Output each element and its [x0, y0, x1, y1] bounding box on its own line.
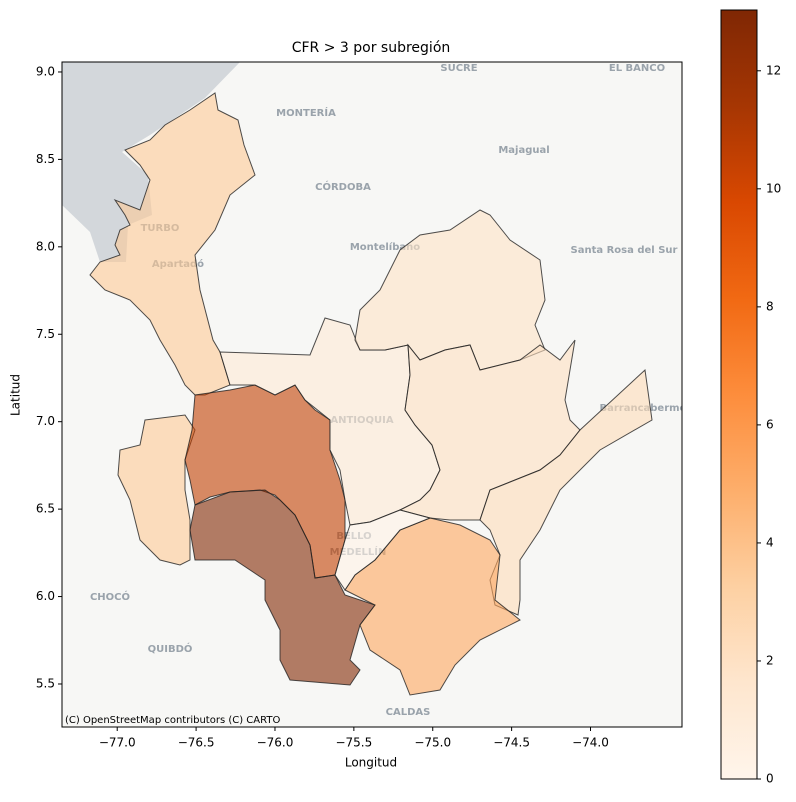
- basemap-label: CÓRDOBA: [315, 180, 371, 193]
- y-tick-label: 7.0: [36, 414, 55, 428]
- basemap-label: Majagual: [498, 145, 549, 156]
- y-tick-label: 6.0: [36, 589, 55, 603]
- sea: [62, 62, 240, 262]
- basemap-label: CALDAS: [386, 707, 431, 718]
- colorbar-tick-label: 2: [766, 653, 774, 667]
- basemap-label: MONTERÍA: [276, 106, 336, 119]
- colorbar-tick-label: 10: [766, 181, 781, 195]
- x-tick-label: −74.0: [572, 736, 609, 750]
- basemap-label: CHOCÓ: [90, 590, 130, 603]
- attribution: (C) OpenStreetMap contributors (C) CARTO: [65, 715, 280, 726]
- colorbar-tick-label: 12: [766, 63, 781, 77]
- basemap-label: EL BANCO: [609, 63, 665, 74]
- y-tick-label: 8.0: [36, 239, 55, 253]
- x-tick-label: −75.0: [414, 736, 451, 750]
- x-tick-label: −74.5: [493, 736, 530, 750]
- y-tick-label: 6.5: [36, 502, 55, 516]
- region: [189, 489, 376, 686]
- basemap-label: QUIBDÓ: [148, 642, 193, 655]
- x-tick-label: −76.5: [178, 736, 215, 750]
- basemap-label: SUCRE: [440, 63, 477, 74]
- y-tick-label: 7.5: [36, 327, 55, 341]
- basemap-label: Santa Rosa del Sur: [571, 245, 678, 256]
- region: [334, 509, 432, 591]
- colorbar-tick-label: 8: [766, 299, 774, 313]
- colorbar-tick-label: 6: [766, 417, 774, 431]
- x-tick-label: −75.5: [335, 736, 372, 750]
- colorbar: [720, 9, 758, 780]
- chart-title: CFR > 3 por subregión: [292, 40, 451, 56]
- x-axis-label: Longitud: [345, 756, 397, 770]
- x-tick-label: −76.0: [257, 736, 294, 750]
- y-tick-label: 5.5: [36, 676, 55, 690]
- y-tick-label: 9.0: [36, 64, 55, 78]
- x-tick-label: −77.0: [99, 736, 136, 750]
- y-axis-label: Latitud: [9, 374, 23, 416]
- y-tick-label: 8.5: [36, 152, 55, 166]
- colorbar-tick-label: 4: [766, 535, 774, 549]
- plot-frame: [61, 61, 683, 728]
- colorbar-tick-label: 0: [766, 772, 774, 786]
